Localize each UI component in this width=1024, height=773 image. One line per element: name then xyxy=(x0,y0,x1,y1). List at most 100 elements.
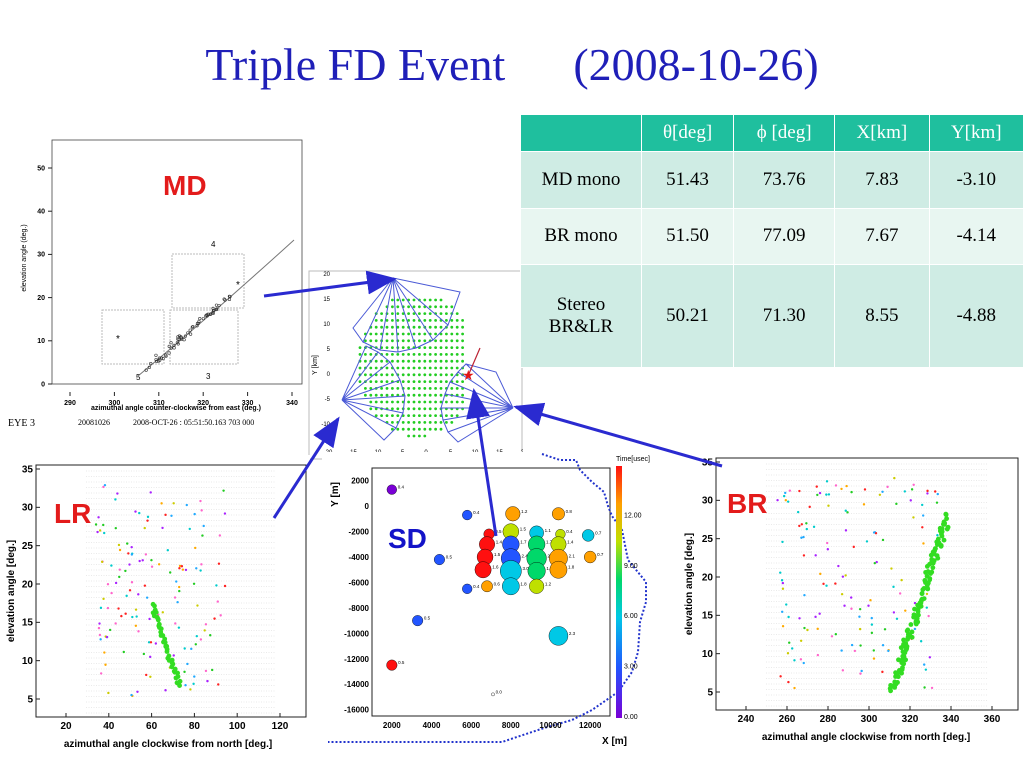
sd-colorbar-tick: 0.00 xyxy=(624,714,638,721)
sd-array-dot xyxy=(418,380,421,383)
lr-noise-hit xyxy=(124,612,127,615)
sd-array-dot xyxy=(391,387,394,390)
sd-array-dot xyxy=(412,325,416,329)
br-noise-hit xyxy=(788,641,791,644)
sd-array-dot xyxy=(412,421,416,424)
br-noise-hit xyxy=(874,532,878,535)
lr-noise-hit xyxy=(183,670,186,674)
lr-noise-hit xyxy=(118,548,122,552)
md-xlabel: azimuthal angle counter-clockwise from e… xyxy=(91,405,261,412)
br-noise-hit xyxy=(816,653,820,657)
lr-frame xyxy=(35,464,307,718)
lr-noise-hit xyxy=(97,516,100,519)
sd-array-dot xyxy=(364,353,367,356)
sd-counter-label: 1.2 xyxy=(521,509,528,514)
sd-array-dot xyxy=(439,380,443,383)
sd-array-dot xyxy=(407,380,410,383)
lr-noise-hit xyxy=(138,511,141,515)
sd-counter xyxy=(462,583,473,594)
md-star-1: * xyxy=(116,334,120,345)
br-noise-hit xyxy=(805,527,809,531)
sd-ytick-label: -2000 xyxy=(349,528,370,537)
lr-noise-hit xyxy=(106,606,110,610)
detector-map: ★ Y [km] -20-15-10-505101520 20151050-5-… xyxy=(308,270,528,460)
br-noise-hit xyxy=(912,516,915,519)
sd-counter xyxy=(433,554,445,566)
sd-counter xyxy=(548,626,569,646)
md-point xyxy=(175,340,179,345)
lr-noise-hit xyxy=(222,489,225,492)
sd-array-dot xyxy=(407,373,410,377)
sd-array-dot xyxy=(423,421,427,424)
lr-noise-hit xyxy=(164,513,167,517)
sd-array-dot xyxy=(455,332,459,336)
br-noise-hit xyxy=(785,603,788,606)
md-point xyxy=(169,346,173,350)
lr-noise-hit xyxy=(215,584,218,587)
sd-array-dot xyxy=(450,400,454,404)
br-noise-hit xyxy=(900,578,903,582)
sd-array-dot xyxy=(369,353,373,356)
sd-array-dot xyxy=(407,319,410,322)
br-track-hit xyxy=(903,657,909,663)
lr-noise-hit xyxy=(170,514,173,517)
sd-array-dot xyxy=(428,359,432,363)
lr-noise-hit xyxy=(203,629,206,632)
br-noise-hit xyxy=(922,542,925,545)
lr-noise-hit xyxy=(174,622,177,625)
sd-counter-label: 0.4 xyxy=(398,485,405,490)
sd-array-dot xyxy=(450,366,454,370)
sd-array-dot xyxy=(461,319,464,322)
md-point xyxy=(172,346,176,350)
md-point xyxy=(197,319,201,324)
lr-noise-hit xyxy=(196,604,199,607)
sd-array-dot xyxy=(461,332,464,336)
sd-counter xyxy=(474,561,492,579)
sd-array-dot xyxy=(374,319,378,322)
lr-noise-hit xyxy=(190,647,193,651)
br-noise-hit xyxy=(921,514,925,517)
br-noise-hit xyxy=(826,541,829,545)
lr-noise-hit xyxy=(103,651,106,654)
sd-array-dot xyxy=(364,373,367,377)
md-point xyxy=(190,325,194,329)
br-noise-hit xyxy=(800,536,803,539)
lr-noise-hit xyxy=(96,530,99,534)
sd-array-dot xyxy=(461,353,464,356)
sd-ytick-label: -8000 xyxy=(349,604,370,613)
br-noise-hit xyxy=(826,548,830,551)
sd-array-dot xyxy=(461,359,464,363)
sd-array-dot xyxy=(412,332,416,336)
sd-counter-label: 3.0 xyxy=(522,566,529,571)
sd-array-dot xyxy=(445,366,448,370)
lr-xlabel: azimuthal angle clockwise from north [de… xyxy=(64,739,272,750)
br-noise-hit xyxy=(872,531,876,534)
md-xtick-label: 300 xyxy=(109,400,121,407)
lr-noise-hit xyxy=(110,591,113,595)
br-xticks: 240 260 280 300 320 340 360 xyxy=(738,706,1001,725)
br-track-hit xyxy=(896,668,902,673)
lr-noise-hit xyxy=(143,526,146,530)
sd-array-dot xyxy=(369,332,373,336)
sd-array-dot xyxy=(439,366,443,370)
br-noise-hit xyxy=(788,489,792,492)
lr-noise-hit xyxy=(218,534,222,537)
br-noise-hit xyxy=(786,652,790,655)
br-noise-hit xyxy=(825,584,828,587)
br-noise-hit xyxy=(802,661,805,665)
sd-array-boundary xyxy=(328,453,647,743)
sd-array-dot xyxy=(385,325,389,329)
br-noise-hit xyxy=(784,499,788,502)
sd-array-dot xyxy=(418,332,421,336)
lr-noise-hit xyxy=(217,683,220,686)
lr-noise-hit xyxy=(178,589,181,593)
lr-noise-hit xyxy=(204,623,208,626)
br-track-hit xyxy=(911,612,917,618)
br-noise-hit xyxy=(798,617,801,620)
br-noise-hit xyxy=(825,493,828,496)
map-ytick-label: 10 xyxy=(323,322,330,328)
lr-noise-hit xyxy=(188,527,191,531)
lr-noise-hit xyxy=(99,638,102,641)
sd-array-dot xyxy=(401,319,405,322)
br-noise-hit xyxy=(816,493,819,497)
